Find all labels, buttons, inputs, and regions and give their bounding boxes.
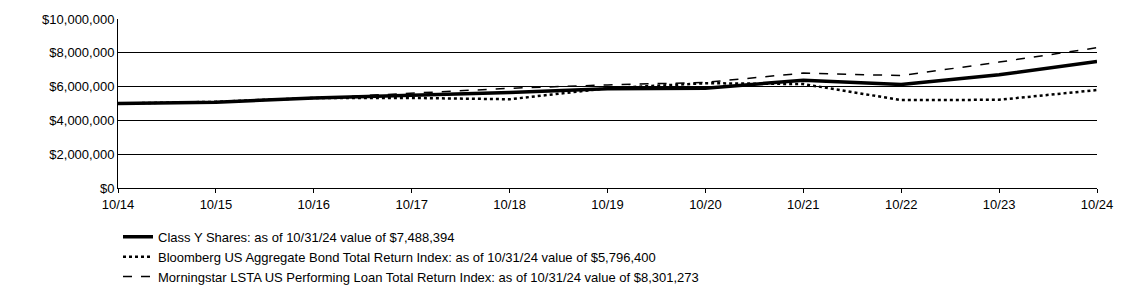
svg-text:$10,000,000: $10,000,000 xyxy=(42,12,114,27)
svg-text:$0: $0 xyxy=(100,181,114,196)
svg-text:$8,000,000: $8,000,000 xyxy=(49,45,114,60)
svg-text:10/20: 10/20 xyxy=(689,197,722,212)
svg-text:10/21: 10/21 xyxy=(787,197,820,212)
svg-text:10/16: 10/16 xyxy=(298,197,331,212)
svg-text:Bloomberg US Aggregate Bond To: Bloomberg US Aggregate Bond Total Return… xyxy=(158,250,656,265)
svg-text:10/23: 10/23 xyxy=(983,197,1016,212)
svg-text:Morningstar LSTA US Performing: Morningstar LSTA US Performing Loan Tota… xyxy=(158,270,699,285)
svg-text:10/14: 10/14 xyxy=(102,197,135,212)
svg-text:10/22: 10/22 xyxy=(885,197,918,212)
svg-text:10/19: 10/19 xyxy=(591,197,624,212)
svg-text:Class Y Shares: as of 10/31/24: Class Y Shares: as of 10/31/24 value of … xyxy=(158,230,455,245)
svg-text:$6,000,000: $6,000,000 xyxy=(49,79,114,94)
svg-text:10/18: 10/18 xyxy=(493,197,526,212)
svg-text:$4,000,000: $4,000,000 xyxy=(49,113,114,128)
svg-text:10/17: 10/17 xyxy=(395,197,428,212)
svg-text:10/24: 10/24 xyxy=(1081,197,1114,212)
svg-text:$2,000,000: $2,000,000 xyxy=(49,147,114,162)
svg-text:10/15: 10/15 xyxy=(200,197,233,212)
